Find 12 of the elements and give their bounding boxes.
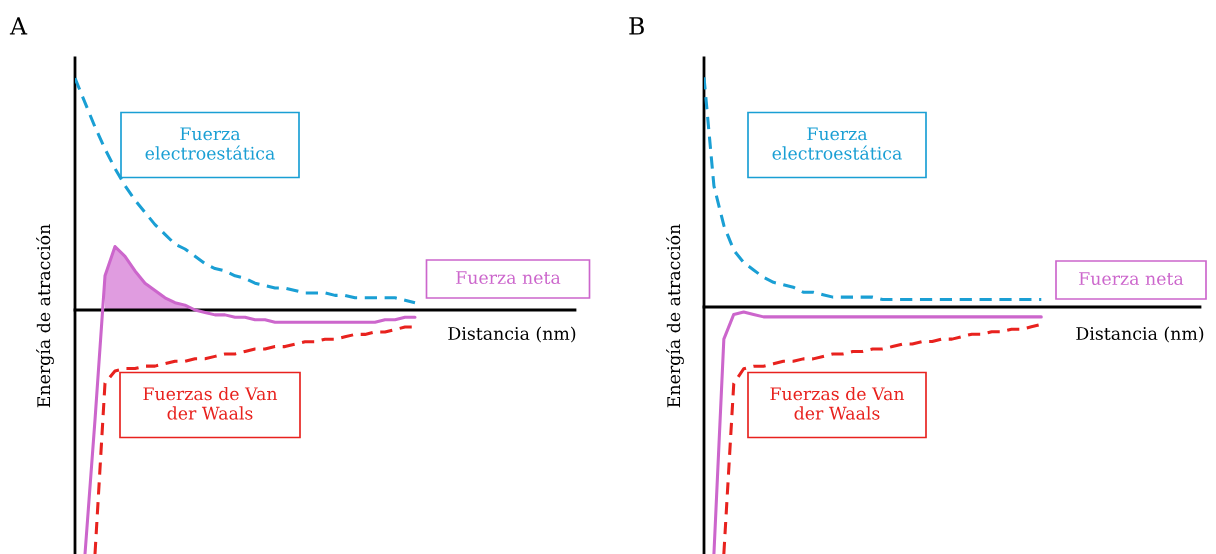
text: Fuerza neta	[1079, 272, 1184, 286]
x-axis-title: Distancia (nm)	[448, 326, 576, 343]
x-axis-title: Distancia (nm)	[1076, 326, 1204, 343]
chart-title: A	[9, 17, 28, 35]
text: Fuerza neta	[456, 271, 561, 285]
chart-title: B	[629, 17, 644, 35]
y-axis-title: Energía de atracción	[36, 224, 54, 408]
series-label: Fuerzas de Van der Waals	[143, 386, 278, 420]
series-label: Fuerza electroestática	[145, 127, 275, 160]
y-axis-title: Energía de atracción	[666, 224, 684, 408]
series-label: Fuerzas de Van der Waals	[770, 386, 905, 420]
text: Fuerza electroestática	[772, 127, 902, 160]
